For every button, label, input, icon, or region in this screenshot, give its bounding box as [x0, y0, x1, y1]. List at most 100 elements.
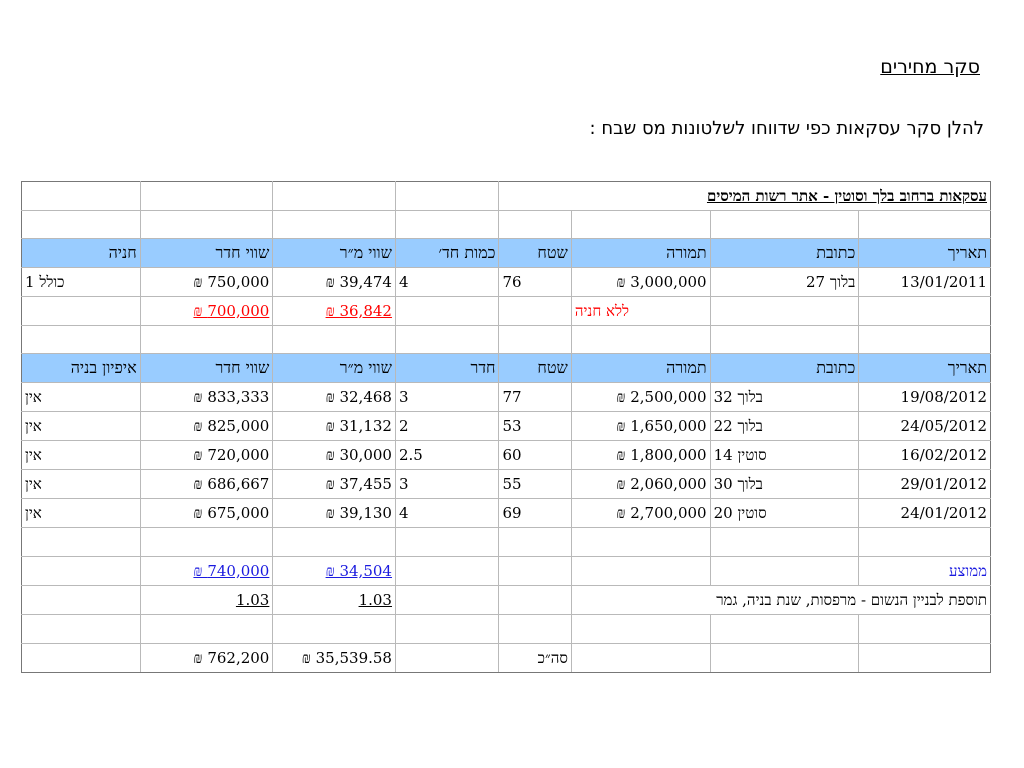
header-price: תמורה: [570, 238, 711, 268]
table-row: 13/01/2011 בלוך 27 3,000,000 ₪ 76 4 39,4…: [21, 267, 991, 297]
cell-area: 69: [498, 498, 572, 528]
cell-building-spec: אין: [21, 382, 141, 412]
header-row-1: תאריך כתובת תמורה שטח כמות חד׳ שווי מ״ר …: [21, 238, 991, 268]
header-rooms: חדר: [394, 353, 500, 383]
table-row: 24/05/2012 בלוך 22 1,650,000 ₪ 53 2 31,1…: [21, 411, 991, 441]
cell-price: 1,650,000 ₪: [570, 411, 711, 441]
cell-room-value: 686,667 ₪: [139, 469, 274, 499]
table-title-row: עסקאות ברחוב בלך וסוטין - אתר רשות המיסי…: [21, 181, 991, 211]
cell-price: 2,700,000 ₪: [570, 498, 711, 528]
no-parking-sqm: 36,842 ₪: [325, 301, 392, 320]
cell-address: סוטין 20: [709, 498, 860, 528]
header-date: תאריך: [858, 238, 991, 268]
cell-sqm-value: 31,132 ₪: [272, 411, 396, 441]
table-row: 29/01/2012 בלוך 30 2,060,000 ₪ 55 3 37,4…: [21, 469, 991, 499]
cell-building-spec: אין: [21, 411, 141, 441]
premium-sqm: 1.03: [358, 591, 392, 609]
header-room-count: כמות חד׳: [394, 238, 500, 268]
cell-building-spec: אין: [21, 498, 141, 528]
no-parking-label: ללא חניה: [570, 296, 711, 326]
cell-address: סוטין 14: [709, 440, 860, 470]
premium-sqm-cell: 1.03: [272, 585, 396, 615]
cell-room-value: 720,000 ₪: [139, 440, 274, 470]
header-area: שטח: [498, 353, 572, 383]
header-building-spec: איפיון בניה: [21, 353, 141, 383]
cell-building-spec: אין: [21, 440, 141, 470]
cell-address: בלוך 32: [709, 382, 860, 412]
cell-area: 55: [498, 469, 572, 499]
cell-sqm-value: 39,474 ₪: [272, 267, 396, 297]
cell-rooms: 3: [394, 382, 500, 412]
cell-address: בלוך 27: [709, 267, 860, 297]
average-room: 740,000 ₪: [193, 561, 270, 580]
average-label: ממוצע: [858, 556, 991, 586]
page-title: סקר מחירים: [880, 56, 980, 78]
cell-rooms: 4: [394, 498, 500, 528]
cell-date: 19/08/2012: [858, 382, 991, 412]
premium-label: תוספת לבניין הנשום - מרפסות, שנת בניה, ג…: [570, 585, 992, 615]
header-parking: חניה: [21, 238, 141, 268]
header-address: כתובת: [709, 238, 860, 268]
header-area: שטח: [498, 238, 572, 268]
cell-address: בלוך 22: [709, 411, 860, 441]
cell-room-value: 675,000 ₪: [139, 498, 274, 528]
header-price: תמורה: [570, 353, 711, 383]
total-room: 762,200 ₪: [139, 643, 274, 673]
header-address: כתובת: [709, 353, 860, 383]
page-intro: להלן סקר עסקאות כפי שדווחו לשלטונות מס ש…: [589, 118, 984, 139]
cell-price: 2,500,000 ₪: [570, 382, 711, 412]
header-sqm-value: שווי מ״ר: [272, 238, 396, 268]
cell-room-value: 833,333 ₪: [139, 382, 274, 412]
cell-rooms: 4: [394, 267, 500, 297]
cell-date: 24/01/2012: [858, 498, 991, 528]
no-parking-room: 700,000 ₪: [193, 301, 270, 320]
cell-sqm-value: 39,130 ₪: [272, 498, 396, 528]
total-sqm: 35,539.58 ₪: [272, 643, 396, 673]
table-title-cell: עסקאות ברחוב בלך וסוטין - אתר רשות המיסי…: [498, 181, 991, 211]
cell-sqm-value: 37,455 ₪: [272, 469, 396, 499]
spacer-row: [21, 614, 991, 644]
cell-price: 3,000,000 ₪: [570, 267, 711, 297]
cell-sqm-value: 32,468 ₪: [272, 382, 396, 412]
cell-area: 77: [498, 382, 572, 412]
spacer-row: [21, 325, 991, 354]
header-row-2: תאריך כתובת תמורה שטח חדר שווי מ״ר שווי …: [21, 353, 991, 383]
cell-date: 29/01/2012: [858, 469, 991, 499]
spacer-row: [21, 527, 991, 557]
header-room-value: שווי חדר: [139, 238, 274, 268]
table-title: עסקאות ברחוב בלך וסוטין - אתר רשות המיסי…: [706, 186, 987, 205]
cell-date: 16/02/2012: [858, 440, 991, 470]
header-sqm-value: שווי מ״ר: [272, 353, 396, 383]
cell-area: 53: [498, 411, 572, 441]
no-parking-row: ללא חניה 36,842 ₪ 700,000 ₪: [21, 296, 991, 326]
cell-date: 24/05/2012: [858, 411, 991, 441]
cell-sqm-value: 30,000 ₪: [272, 440, 396, 470]
header-room-value: שווי חדר: [139, 353, 274, 383]
total-row: סה״כ 35,539.58 ₪ 762,200 ₪: [21, 643, 991, 673]
cell-rooms: 2: [394, 411, 500, 441]
average-row: ממוצע 34,504 ₪ 740,000 ₪: [21, 556, 991, 586]
table-row: 19/08/2012 בלוך 32 2,500,000 ₪ 77 3 32,4…: [21, 382, 991, 412]
no-parking-room-cell: 700,000 ₪: [139, 296, 274, 326]
cell-room-value: 750,000 ₪: [139, 267, 274, 297]
cell-price: 1,800,000 ₪: [570, 440, 711, 470]
header-date: תאריך: [858, 353, 991, 383]
cell-area: 60: [498, 440, 572, 470]
cell-price: 2,060,000 ₪: [570, 469, 711, 499]
no-parking-sqm-cell: 36,842 ₪: [272, 296, 396, 326]
cell-parking: כולל 1: [21, 267, 141, 297]
average-sqm-cell: 34,504 ₪: [272, 556, 396, 586]
spacer-row: [21, 210, 991, 239]
premium-room-cell: 1.03: [139, 585, 274, 615]
premium-row: תוספת לבניין הנשום - מרפסות, שנת בניה, ג…: [21, 585, 992, 615]
cell-date: 13/01/2011: [858, 267, 991, 297]
table-row: 24/01/2012 סוטין 20 2,700,000 ₪ 69 4 39,…: [21, 498, 991, 528]
cell-room-value: 825,000 ₪: [139, 411, 274, 441]
cell-rooms: 2.5: [394, 440, 500, 470]
average-room-cell: 740,000 ₪: [139, 556, 274, 586]
total-label: סה״כ: [498, 643, 572, 673]
transactions-table: עסקאות ברחוב בלך וסוטין - אתר רשות המיסי…: [21, 181, 992, 673]
table-row: 16/02/2012 סוטין 14 1,800,000 ₪ 60 2.5 3…: [21, 440, 991, 470]
cell-rooms: 3: [394, 469, 500, 499]
average-sqm: 34,504 ₪: [325, 561, 392, 580]
